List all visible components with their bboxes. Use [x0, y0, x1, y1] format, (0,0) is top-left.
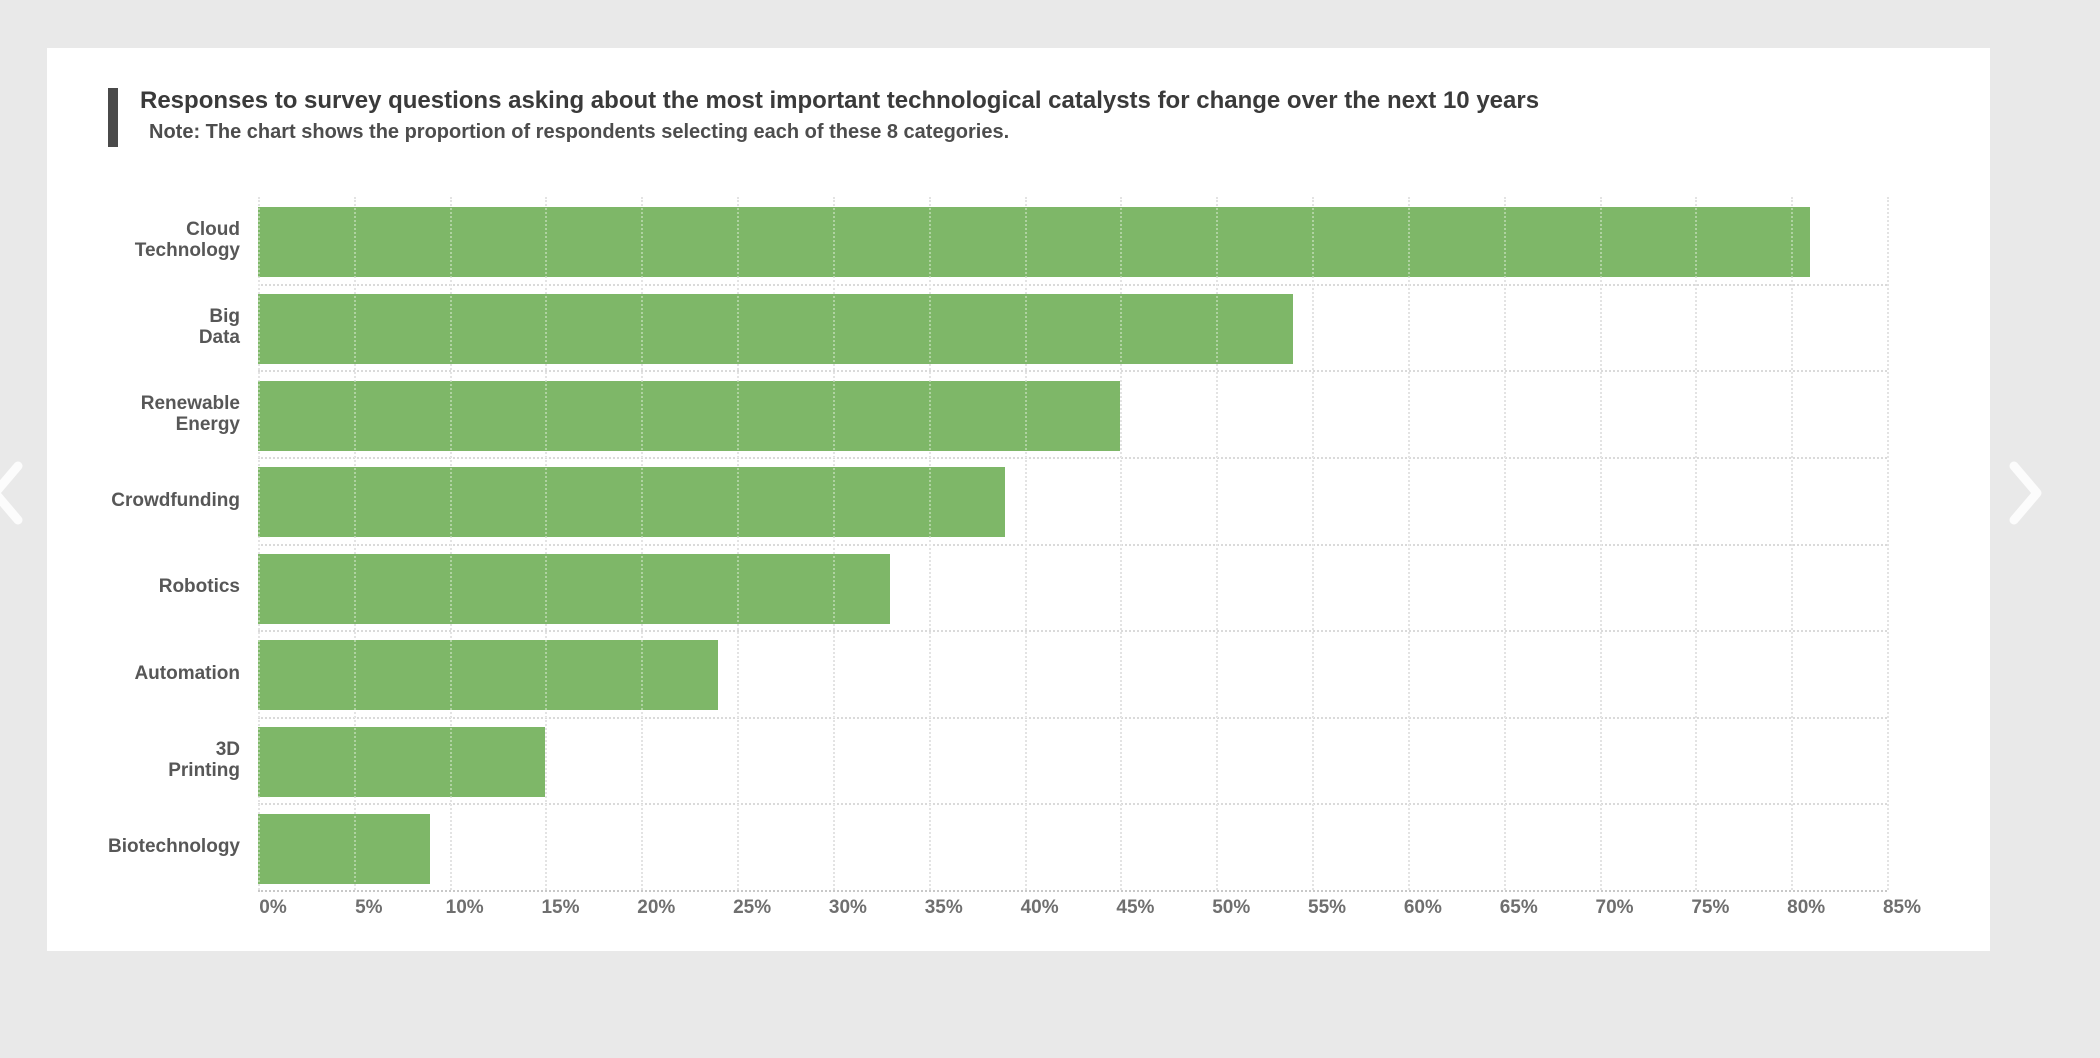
- category-label: 3D Printing: [168, 739, 240, 782]
- category-label: Robotics: [158, 576, 240, 598]
- row-separator-gridline: [258, 370, 1887, 373]
- row-separator-gridline: [258, 543, 1887, 546]
- x-axis-tick-label: 25%: [733, 897, 772, 918]
- x-axis-tick-label: 60%: [1403, 897, 1442, 918]
- chart-note: Note: The chart shows the proportion of …: [149, 121, 1010, 143]
- gridline-vertical-overlay: [1312, 197, 1315, 890]
- gridline-vertical-overlay: [1407, 197, 1410, 890]
- gridline-vertical-overlay: [1024, 197, 1027, 890]
- row-separator-gridline: [258, 283, 1887, 286]
- gridline-vertical-overlay: [1887, 197, 1889, 890]
- bar[interactable]: [258, 467, 1006, 538]
- category-label: Crowdfunding: [111, 489, 240, 511]
- x-axis-line: [258, 890, 1887, 892]
- x-axis-tick-label: 20%: [637, 897, 676, 918]
- x-axis-tick-label: 50%: [1212, 897, 1251, 918]
- bar[interactable]: [258, 293, 1293, 364]
- x-axis-tick-label: 80%: [1787, 897, 1826, 918]
- gridline-vertical-overlay: [1599, 197, 1602, 890]
- category-label: Renewable Energy: [140, 392, 240, 435]
- bar[interactable]: [258, 727, 546, 798]
- category-label: Biotechnology: [108, 836, 240, 858]
- x-axis-tick-label: 45%: [1116, 897, 1155, 918]
- row-separator-gridline: [258, 803, 1887, 806]
- gridline-vertical-overlay: [737, 197, 740, 890]
- gridline-vertical-overlay: [832, 197, 835, 890]
- gridline-vertical-overlay: [353, 197, 356, 890]
- gridline-vertical-overlay: [1695, 197, 1698, 890]
- gridline-vertical-overlay: [545, 197, 548, 890]
- gridline-vertical-overlay: [1791, 197, 1794, 890]
- x-axis-tick-label: 0%: [259, 897, 287, 918]
- gridline-vertical-overlay: [928, 197, 931, 890]
- chart-card: Responses to survey questions asking abo…: [47, 48, 1990, 951]
- bar[interactable]: [258, 640, 718, 711]
- title-accent-bar: [108, 88, 118, 147]
- gridline-vertical-overlay: [449, 197, 452, 890]
- category-label: Cloud Technology: [134, 219, 240, 262]
- gridline-vertical-overlay: [258, 197, 260, 890]
- x-axis-tick-label: 35%: [924, 897, 963, 918]
- x-axis-tick-label: 70%: [1595, 897, 1634, 918]
- x-axis-tick-label: 75%: [1691, 897, 1730, 918]
- gridline-vertical-overlay: [1503, 197, 1506, 890]
- gridline-vertical-overlay: [1120, 197, 1123, 890]
- bar-chart-plot: 0% 5% 10% 15% 20% 25% 30% 35% 40% 45% 50% 55% 60% 65%…: [108, 197, 1921, 918]
- bar[interactable]: [258, 553, 891, 624]
- carousel-prev-button[interactable]: [0, 457, 28, 529]
- chart-title: Responses to survey questions asking abo…: [140, 87, 1540, 114]
- gridline-vertical-overlay: [1216, 197, 1219, 890]
- carousel-next-button[interactable]: [2004, 457, 2052, 529]
- category-label: Big Data: [198, 305, 240, 348]
- category-label: Automation: [134, 662, 240, 684]
- x-axis-tick-label: 65%: [1499, 897, 1538, 918]
- gridline-vertical-overlay: [641, 197, 644, 890]
- bar[interactable]: [258, 813, 431, 884]
- x-axis-tick-label: 85%: [1882, 897, 1922, 918]
- x-axis-tick-label: 55%: [1308, 897, 1347, 918]
- row-separator-gridline: [258, 456, 1887, 459]
- chevron-right-icon: [2009, 461, 2042, 525]
- chevron-left-icon: [0, 461, 23, 525]
- row-separator-gridline: [258, 630, 1887, 633]
- x-axis-tick-label: 5%: [355, 897, 383, 918]
- row-separator-gridline: [258, 716, 1887, 719]
- x-axis-tick-label: 30%: [828, 897, 867, 918]
- x-axis-tick-label: 15%: [541, 897, 580, 918]
- bar[interactable]: [258, 207, 1811, 278]
- gridline-vertical: [1887, 197, 1889, 890]
- x-axis-tick-label: 40%: [1020, 897, 1059, 918]
- x-axis-tick-label: 10%: [445, 897, 484, 918]
- bar[interactable]: [258, 380, 1121, 451]
